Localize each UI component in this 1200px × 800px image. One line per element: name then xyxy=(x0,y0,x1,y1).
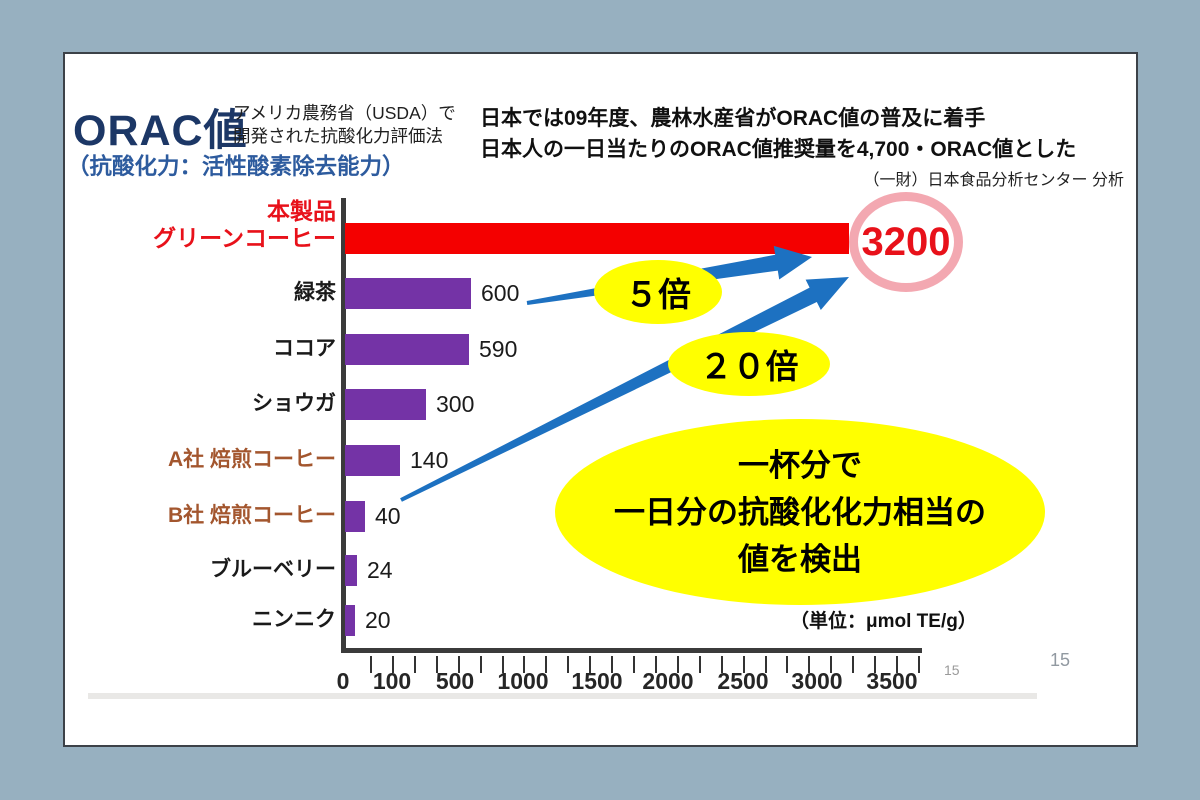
bar-label-line: ココア xyxy=(273,337,336,360)
bar xyxy=(345,223,849,254)
title-subtitle-line2: 開発された抗酸化力評価法 xyxy=(233,126,443,146)
page-number: 15 xyxy=(1050,650,1071,670)
bar-label-line: B社 焙煎コーヒー xyxy=(168,504,336,527)
bar-label-line: ショウガ xyxy=(252,392,336,415)
bar xyxy=(345,605,355,636)
x-tick-mark xyxy=(786,656,788,673)
header-line2: 日本人の一日当たりのORAC値推奨量を4,700・ORAC値とした xyxy=(480,138,1077,161)
x-tick-mark xyxy=(370,656,372,673)
callout-line3: 値を検出 xyxy=(738,541,862,577)
bar-label-line: ニンニク xyxy=(252,608,336,631)
bar-value: 300 xyxy=(436,391,475,417)
bar-label-line: A社 焙煎コーヒー xyxy=(168,448,336,471)
x-tick-mark xyxy=(523,656,525,673)
x-tick-mark xyxy=(611,656,613,673)
x-tick-label: 2000 xyxy=(642,668,694,694)
bar-label-line: グリーンコーヒー xyxy=(153,225,336,251)
multiplier-20x-label: ２０倍 xyxy=(699,348,799,385)
highlight-value: 3200 xyxy=(861,219,951,264)
bar-value: 140 xyxy=(410,447,449,473)
title-subtitle: アメリカ農務省（USDA）で 開発された抗酸化力評価法 xyxy=(233,102,456,148)
x-tick-mark xyxy=(874,656,876,673)
x-tick-label: 0 xyxy=(336,668,350,694)
header-line1: 日本では09年度、農林水産省がORAC値の普及に着手 xyxy=(480,107,986,130)
multiplier-5x-badge: ５倍 xyxy=(594,260,722,324)
bar-label: ショウガ xyxy=(252,389,336,419)
bar-label: B社 焙煎コーヒー xyxy=(168,501,336,531)
bar-label: ブルーベリー xyxy=(210,555,336,585)
x-tick-mark xyxy=(677,656,679,673)
bar-label-line: 緑茶 xyxy=(294,281,336,304)
x-tick-mark xyxy=(436,656,438,673)
x-tick-mark xyxy=(808,656,810,673)
page-title: ORAC値 xyxy=(73,107,248,155)
bar xyxy=(345,555,357,586)
bar xyxy=(345,445,400,476)
title-caption: （抗酸化力：活性酸素除去能力） xyxy=(67,154,405,179)
bar xyxy=(345,501,365,532)
x-tick-mark xyxy=(480,656,482,673)
x-tick-mark xyxy=(765,656,767,673)
x-tick-label: 3000 xyxy=(791,668,843,694)
header-text: 日本では09年度、農林水産省がORAC値の普及に着手 日本人の一日当たりのORA… xyxy=(480,103,1076,165)
analysis-credit: （一財）日本食品分析センター 分析 xyxy=(863,172,1124,189)
x-tick-mark xyxy=(458,656,460,673)
bar-value: 40 xyxy=(375,503,401,529)
bar-label-line: ブルーベリー xyxy=(210,558,336,581)
bar-label: 緑茶 xyxy=(294,278,336,308)
highlight-circle: 3200 xyxy=(849,192,963,292)
callout-line1: 一杯分で xyxy=(738,447,862,483)
bar-label: A社 焙煎コーヒー xyxy=(168,445,336,475)
bar-value: 24 xyxy=(367,557,393,583)
bar xyxy=(345,389,426,420)
x-tick-label: 1500 xyxy=(571,668,623,694)
callout-ellipse: 一杯分で 一日分の抗酸化化力相当の 値を検出 xyxy=(555,419,1045,605)
x-tick-mark xyxy=(743,656,745,673)
multiplier-20x-badge: ２０倍 xyxy=(668,332,830,396)
y-axis xyxy=(341,198,346,653)
bar-label-line: 本製品 xyxy=(267,198,336,224)
x-tick-mark xyxy=(721,656,723,673)
bar-label: 本製品 グリーンコーヒー xyxy=(153,198,336,252)
x-tick-mark xyxy=(918,656,920,673)
x-tick-mark xyxy=(852,656,854,673)
bar-label: ココア xyxy=(273,334,336,364)
x-tick-label: 500 xyxy=(435,668,475,694)
multiplier-5x-label: ５倍 xyxy=(625,276,691,313)
x-tick-mark xyxy=(502,656,504,673)
bar-label: ニンニク xyxy=(252,605,336,635)
unit-label: （単位：μmol TE/g） xyxy=(790,611,977,632)
x-tick-mark xyxy=(896,656,898,673)
bar-value: 20 xyxy=(365,607,391,633)
x-tick-mark xyxy=(655,656,657,673)
title-subtitle-line1: アメリカ農務省（USDA）で xyxy=(233,103,456,123)
bar xyxy=(345,278,471,309)
x-tick-mark xyxy=(699,656,701,673)
x-tick-mark xyxy=(392,656,394,673)
bar-value: 590 xyxy=(479,336,518,362)
callout-line2: 一日分の抗酸化化力相当の xyxy=(614,494,986,530)
bar-value: 600 xyxy=(481,280,520,306)
x-axis xyxy=(341,648,922,653)
x-tick-mark xyxy=(545,656,547,673)
x-tick-mark xyxy=(567,656,569,673)
x-tick-mark xyxy=(414,656,416,673)
embedded-image-edge xyxy=(88,693,1037,699)
x-tick-mark xyxy=(830,656,832,673)
x-tick-mark xyxy=(633,656,635,673)
bar xyxy=(345,334,469,365)
inner-page-number: 15 xyxy=(944,662,960,678)
x-tick-mark xyxy=(589,656,591,673)
